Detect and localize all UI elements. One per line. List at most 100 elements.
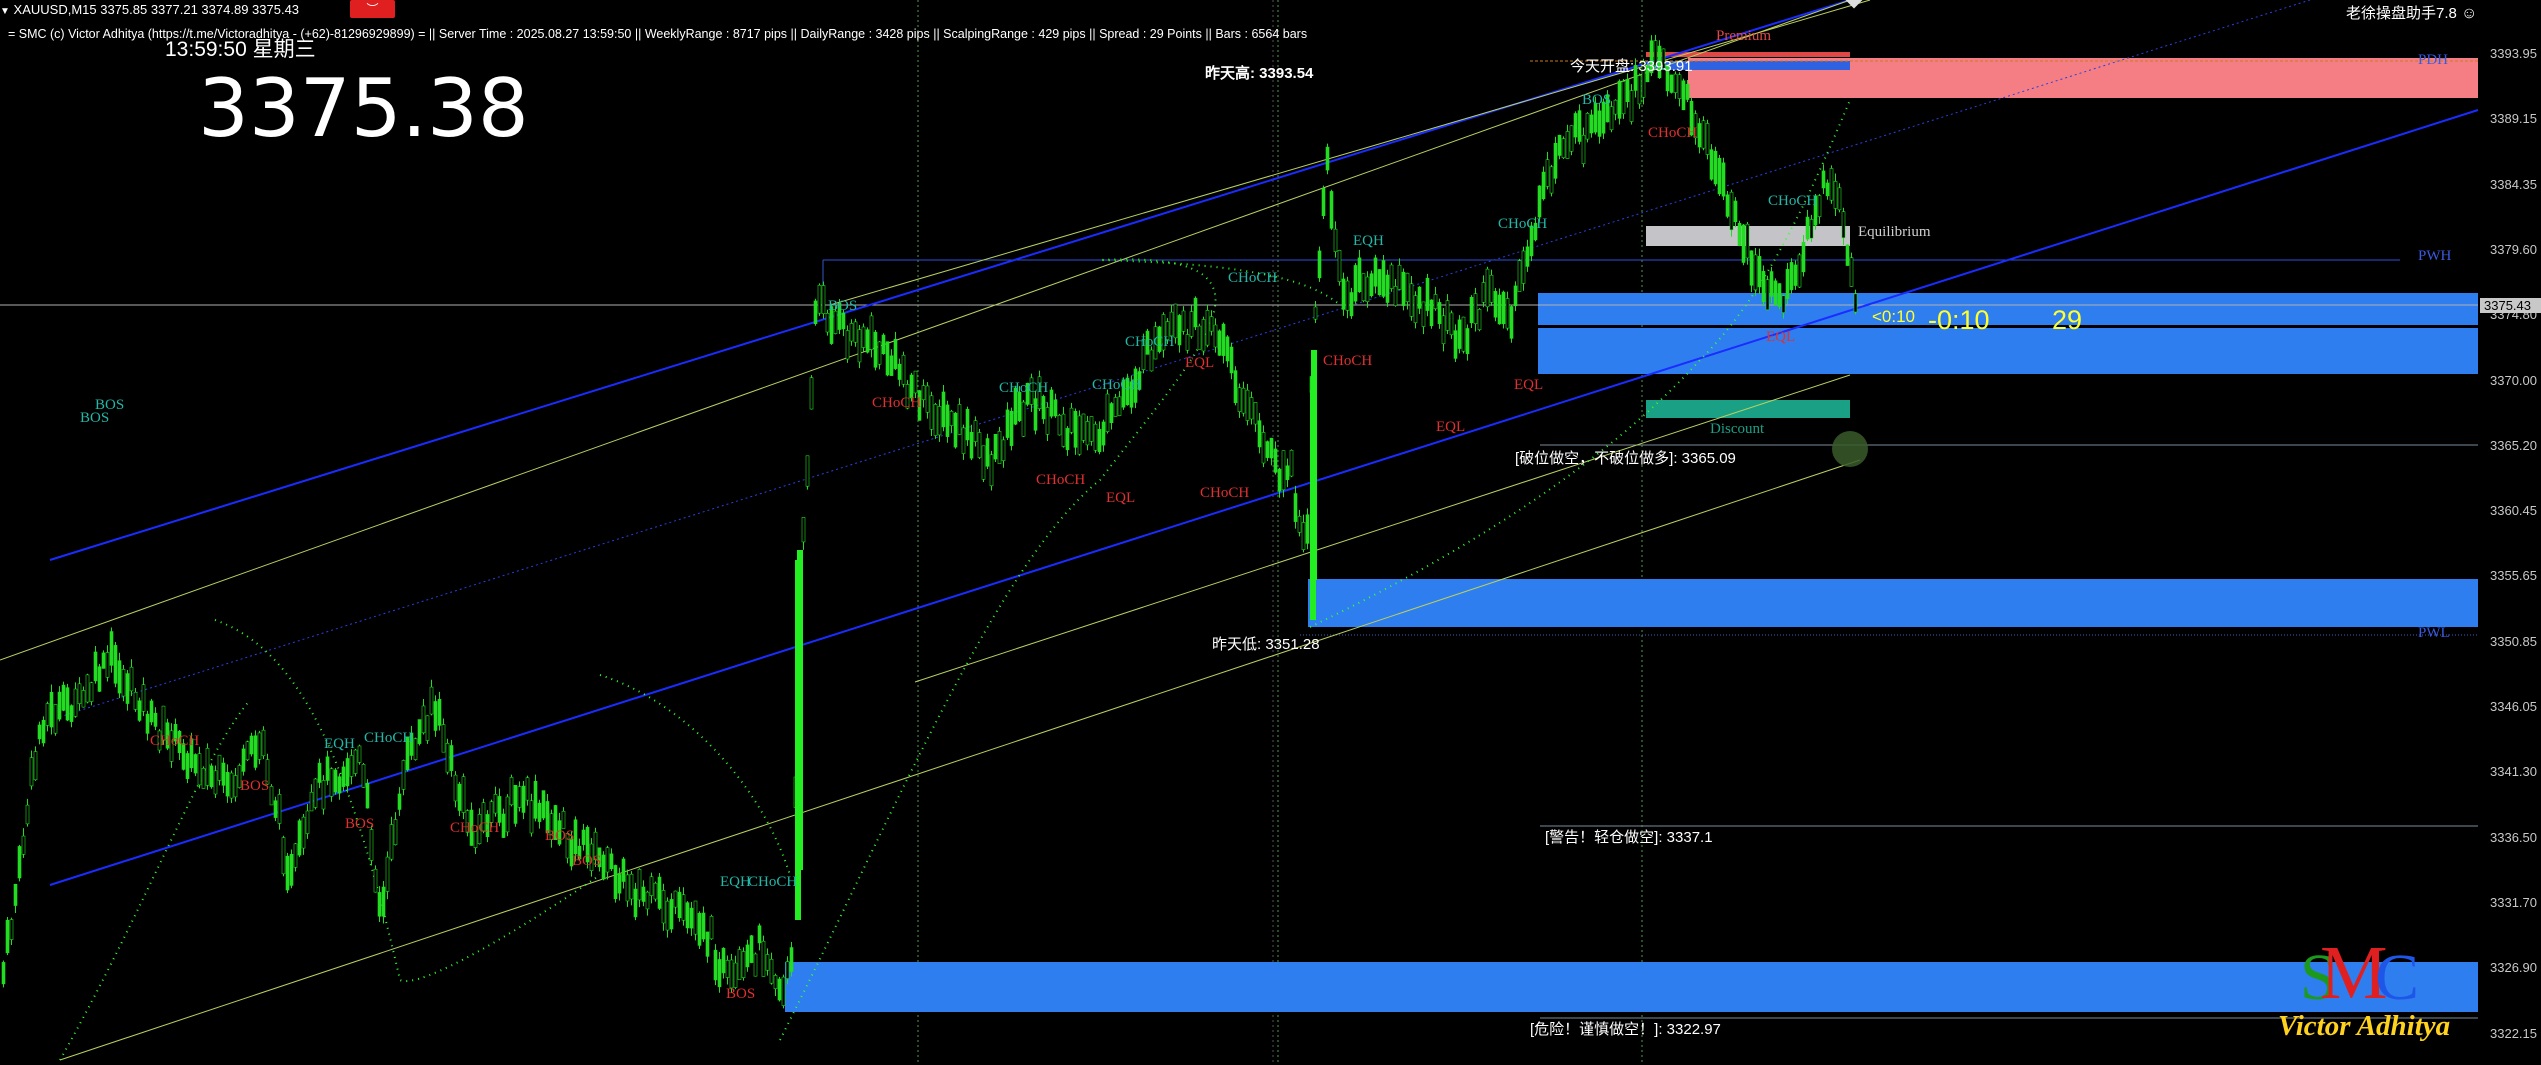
candle-body — [1509, 306, 1514, 339]
candle-body — [157, 730, 162, 751]
price-tick: 3346.05 — [2490, 699, 2537, 714]
candle-body — [697, 913, 702, 946]
candle-body — [225, 772, 230, 797]
assistant-label[interactable]: 老徐操盘助手7.8 ☺ — [2346, 5, 2478, 22]
candle-body — [1789, 262, 1794, 291]
candle-body — [485, 814, 490, 838]
premium-red-strip — [1646, 52, 1850, 57]
candle-body — [529, 800, 534, 834]
candle-body — [1769, 271, 1774, 297]
candle-body — [125, 673, 130, 704]
candle-body — [1281, 450, 1286, 491]
bos-label: BOS — [95, 397, 125, 413]
candle-body — [493, 794, 498, 814]
candle-body — [301, 816, 306, 849]
candle-body — [1741, 224, 1746, 263]
candle-body — [1129, 381, 1134, 408]
candle-body — [1693, 113, 1698, 139]
candle-body — [877, 341, 882, 365]
candle-body — [293, 843, 298, 868]
candle-body — [729, 959, 734, 989]
candle-body — [897, 363, 902, 380]
candle-body — [1269, 437, 1274, 459]
demand-block-1 — [1538, 293, 2478, 325]
candle-body — [573, 819, 578, 855]
candle-body — [1633, 65, 1638, 91]
candle-body — [473, 831, 478, 848]
candle-body — [789, 947, 794, 972]
candle-body — [629, 873, 634, 900]
candle-body — [1013, 387, 1018, 425]
candle-body — [1033, 398, 1038, 431]
candle-body — [649, 876, 654, 896]
candle-body — [333, 769, 338, 793]
info-line: = SMC (c) Victor Adhitya (https://t.me/V… — [8, 27, 1308, 41]
candle-body — [1005, 409, 1010, 438]
candle-body — [941, 391, 946, 428]
candle-body — [813, 300, 818, 325]
big-price: 3375.38 — [198, 62, 529, 155]
candle-body — [1345, 280, 1350, 311]
candle-body — [869, 315, 874, 350]
candle-body — [1717, 158, 1722, 195]
candle-body — [1777, 283, 1782, 307]
candle-body — [725, 960, 730, 978]
candle-body — [1149, 349, 1154, 372]
candle-body — [657, 876, 662, 909]
candle-body — [1649, 40, 1654, 74]
candle-body — [1797, 254, 1802, 288]
candle-body — [341, 766, 346, 787]
chevron-down-icon: ︶ — [366, 2, 379, 16]
candle-body — [329, 768, 334, 797]
candle-body — [1529, 225, 1534, 257]
candle-body — [117, 660, 122, 694]
candle-body — [373, 868, 378, 893]
candle-body — [337, 776, 342, 794]
candle-body — [1761, 271, 1766, 303]
candle-body — [185, 753, 190, 779]
candle-body — [141, 684, 146, 712]
candle-body — [1757, 256, 1762, 288]
candle-body — [1265, 441, 1270, 458]
premium-label: Premium — [1716, 28, 1771, 44]
candle-body — [13, 883, 18, 906]
demand-block-3 — [1308, 579, 2478, 627]
candle-body — [25, 804, 30, 825]
candle-body — [857, 329, 862, 363]
choch-label: CHoCH — [1125, 334, 1175, 350]
candle-body — [1249, 397, 1254, 420]
candle-body — [841, 312, 846, 330]
candle-body — [1201, 319, 1206, 352]
candle-body — [1121, 379, 1126, 408]
candle-body — [1549, 166, 1554, 194]
candle-body — [553, 805, 558, 840]
price-tick: 3331.70 — [2490, 894, 2537, 910]
candle-body — [613, 865, 618, 900]
candle-body — [853, 321, 858, 343]
candle-body — [681, 894, 686, 921]
candle-body — [577, 845, 582, 860]
candle-body — [1429, 299, 1434, 327]
channel-lines — [0, 0, 2479, 1061]
candle-body — [593, 831, 598, 861]
candle-body — [1161, 314, 1166, 351]
candle-body — [1457, 319, 1462, 349]
candle-body — [865, 329, 870, 353]
candle-body — [881, 334, 886, 355]
candle-body — [89, 682, 94, 702]
trade-dropdown-button[interactable]: ︶ — [350, 0, 395, 18]
pwl-label: PWL — [2418, 625, 2450, 641]
candle-body — [297, 820, 302, 856]
candle-body — [1353, 265, 1358, 302]
candle-body — [1001, 439, 1006, 461]
candle-body — [145, 713, 150, 734]
candle-body — [565, 833, 570, 859]
candle-body — [241, 748, 246, 772]
eql-label: EQL — [1185, 355, 1215, 371]
candle-body — [377, 892, 382, 917]
candle-body — [1397, 264, 1402, 290]
choch-label: CHoCH — [150, 733, 200, 749]
bos-label: BOS — [726, 986, 756, 1002]
timeframe-marker[interactable] — [1832, 431, 1868, 467]
